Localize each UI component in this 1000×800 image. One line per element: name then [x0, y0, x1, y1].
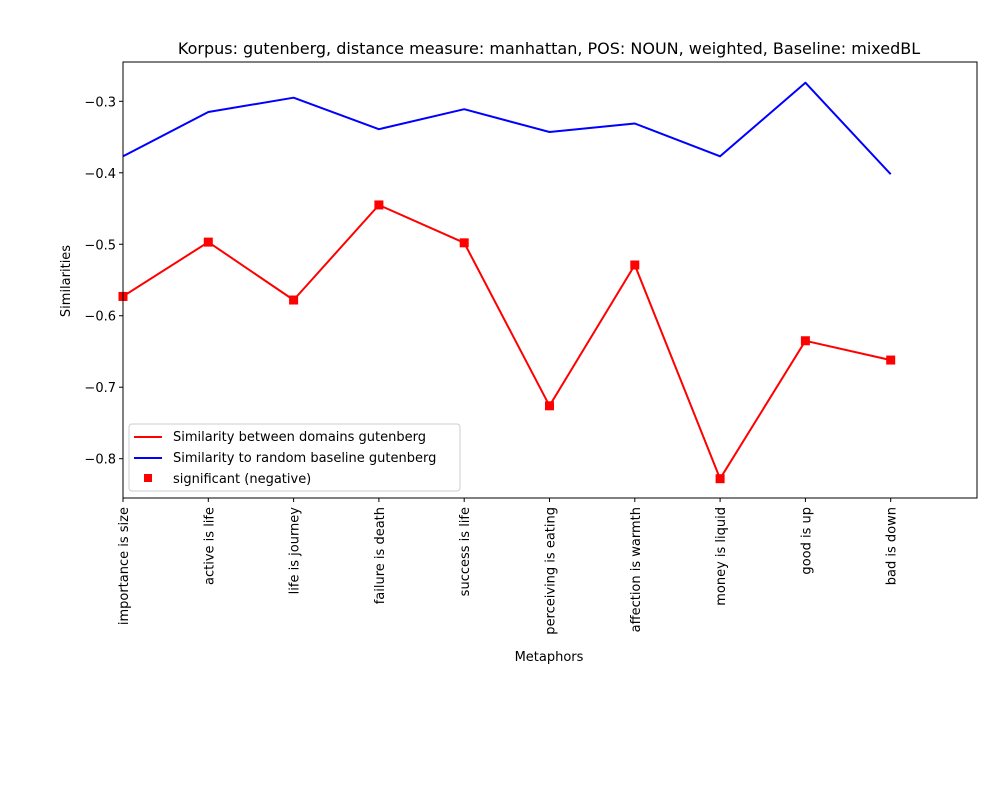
significant-marker	[545, 401, 554, 411]
legend-swatch-markers	[144, 474, 152, 482]
legend-box	[128, 423, 461, 492]
significant-marker	[715, 474, 725, 484]
y-tick-label: −0.4	[84, 167, 116, 182]
significant-marker	[203, 237, 213, 247]
significant-marker	[289, 295, 299, 305]
legend-label-series-1: Similarity to random baseline gutenberg	[173, 451, 436, 466]
y-tick-label: −0.8	[84, 453, 116, 468]
legend-label-markers: significant (negative)	[173, 472, 311, 487]
x-tick-label: life is journey	[288, 507, 303, 595]
y-tick-label: −0.3	[84, 95, 116, 110]
x-tick-label: failure is death	[373, 507, 388, 604]
significant-marker	[886, 355, 896, 365]
x-tick-label: importance is size	[117, 507, 132, 625]
series-line-1	[122, 81, 892, 175]
x-tick-label: affection is warmth	[629, 507, 644, 632]
legend-label-series-0: Similarity between domains gutenberg	[173, 430, 426, 445]
series-line-0	[122, 204, 891, 480]
x-tick-label: success is life	[458, 507, 473, 596]
significant-marker	[800, 336, 810, 346]
significant-marker	[459, 238, 469, 248]
legend: Similarity between domains gutenberg Sim…	[128, 423, 461, 492]
x-axis: importance is size active is life life is …	[117, 498, 900, 635]
y-tick-label: −0.6	[84, 310, 116, 325]
x-axis-label: Metaphors	[515, 650, 584, 665]
y-tick-label: −0.5	[84, 238, 116, 253]
y-tick-label: −0.7	[84, 381, 116, 396]
x-tick-label: good is up	[799, 507, 814, 575]
x-tick-label: perceiving is eating	[544, 507, 559, 635]
x-tick-label: money is liquid	[714, 507, 729, 606]
y-axis: −0.8 −0.7 −0.6 −0.5 −0.4 −0.3	[84, 95, 123, 468]
series-layer	[118, 81, 896, 484]
chart-title: Korpus: gutenberg, distance measure: man…	[178, 39, 920, 58]
significant-marker	[374, 200, 384, 210]
plot-frame	[122, 61, 978, 499]
x-tick-label: bad is down	[885, 507, 900, 585]
y-axis-label: Similarities	[59, 245, 74, 317]
x-tick-label: active is life	[202, 507, 217, 585]
significant-marker	[630, 260, 640, 270]
